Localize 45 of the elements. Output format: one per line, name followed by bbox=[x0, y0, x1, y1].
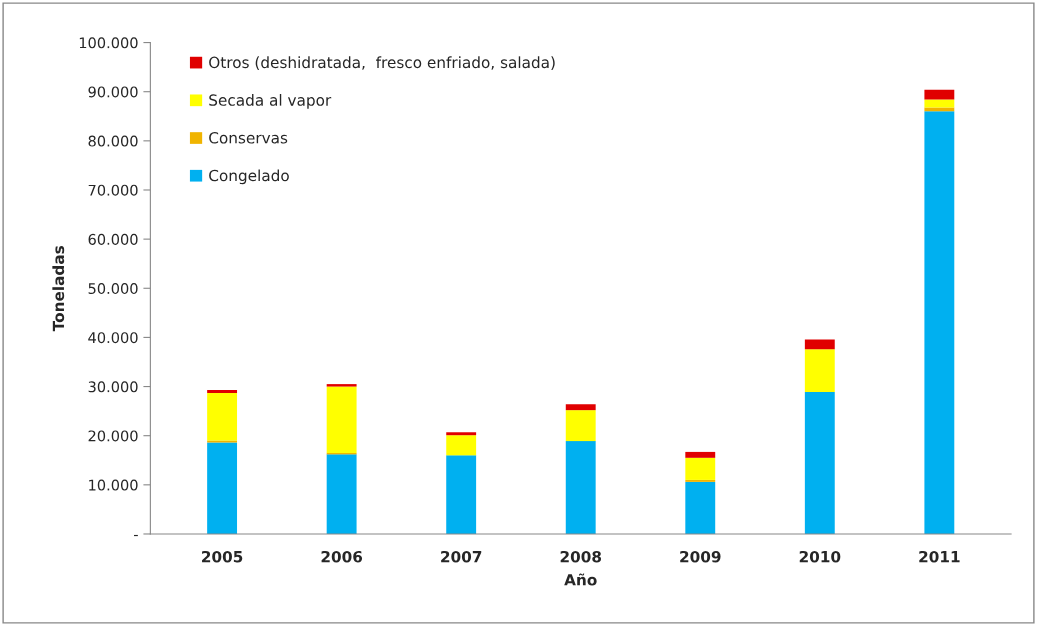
bar bbox=[924, 89, 955, 100]
bar bbox=[685, 457, 716, 480]
y-tick-label: 90.000 bbox=[88, 86, 138, 98]
y-tick-label: 40.000 bbox=[88, 332, 138, 344]
bar bbox=[446, 432, 477, 436]
legend-label: Secada al vapor bbox=[209, 94, 332, 109]
legend-label: Conservas bbox=[209, 131, 288, 144]
x-tick-label: 2005 bbox=[202, 550, 243, 563]
y-tick-label: 60.000 bbox=[88, 233, 138, 245]
bar bbox=[446, 435, 477, 456]
y-tick-label: 20.000 bbox=[88, 430, 138, 442]
bar bbox=[565, 404, 596, 411]
bar bbox=[446, 455, 477, 534]
bar bbox=[326, 386, 357, 453]
y-tick-label: 100.000 bbox=[79, 37, 138, 49]
y-tick-label: 10.000 bbox=[89, 479, 138, 491]
bar bbox=[565, 410, 596, 442]
bar bbox=[804, 349, 835, 392]
bar bbox=[565, 441, 596, 534]
x-tick-label: 2006 bbox=[321, 550, 363, 563]
y-tick-label: 30.000 bbox=[88, 381, 138, 393]
bar bbox=[685, 451, 716, 458]
x-tick-label: 2008 bbox=[560, 550, 602, 563]
bar bbox=[804, 391, 835, 534]
legend-label: Otros (deshidratada, fresco enfriado, salada) bbox=[209, 56, 555, 70]
x-tick-label: 2009 bbox=[680, 550, 721, 563]
y-tick-label: 80.000 bbox=[88, 135, 138, 147]
bar bbox=[326, 454, 357, 534]
bar bbox=[326, 384, 357, 387]
x-tick-label: 2010 bbox=[799, 550, 841, 563]
bar bbox=[924, 107, 955, 112]
x-axis-title: Año bbox=[564, 573, 597, 586]
y-tick-label: - bbox=[134, 534, 138, 537]
bar bbox=[924, 111, 955, 534]
bar bbox=[207, 442, 238, 534]
y-tick-label: 50.000 bbox=[88, 282, 138, 295]
bar bbox=[685, 481, 716, 534]
y-axis-title: Toneladas bbox=[52, 245, 65, 332]
bar bbox=[804, 339, 835, 350]
y-tick-label: 70.000 bbox=[88, 184, 138, 196]
x-tick-label: 2011 bbox=[919, 550, 960, 563]
x-tick-label: 2007 bbox=[441, 550, 482, 563]
legend-label: Congelado bbox=[209, 169, 289, 185]
bar bbox=[207, 392, 238, 441]
bar bbox=[207, 389, 238, 393]
